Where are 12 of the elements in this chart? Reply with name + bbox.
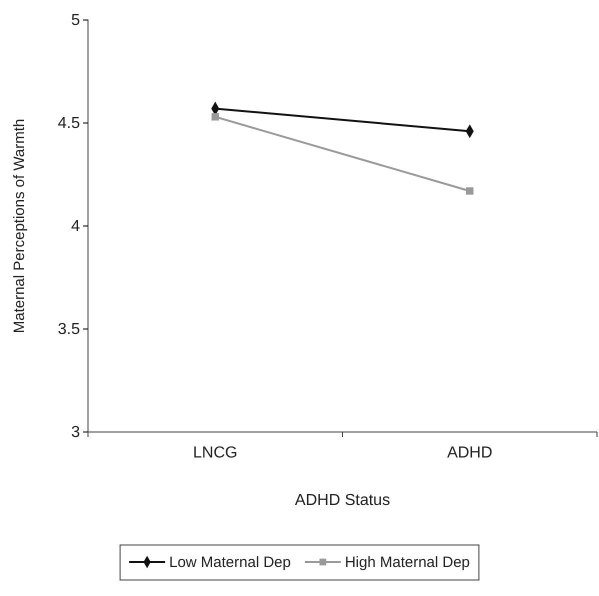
x-tick-label: ADHD bbox=[447, 444, 492, 462]
legend-label: High Maternal Dep bbox=[344, 554, 470, 571]
x-axis-title: ADHD Status bbox=[294, 492, 390, 509]
y-tick-label: 3 bbox=[71, 424, 80, 442]
y-tick-label: 4 bbox=[71, 218, 80, 236]
y-tick-label: 5 bbox=[71, 12, 80, 30]
y-tick-label: 3.5 bbox=[58, 321, 80, 338]
legend-label: Low Maternal Dep bbox=[169, 554, 291, 571]
point bbox=[466, 187, 474, 195]
x-tick-label: LNCG bbox=[193, 444, 238, 462]
y-axis-title: Maternal Perceptions of Warmth bbox=[11, 118, 28, 334]
y-tick-label: 4.5 bbox=[58, 115, 80, 132]
